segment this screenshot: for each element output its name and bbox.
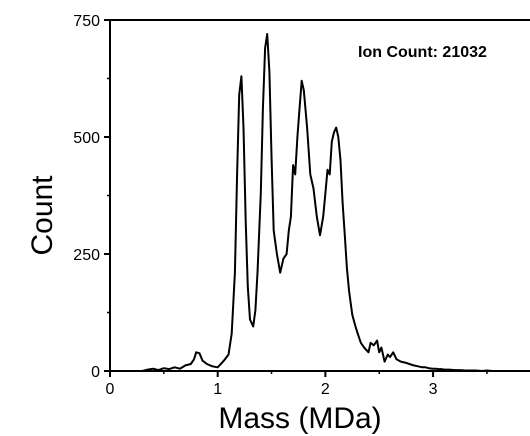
plot-area	[142, 33, 530, 372]
y-axis-title: Count	[26, 175, 59, 256]
y-tick-label: 750	[73, 13, 100, 30]
x-tick-label: 3	[429, 381, 438, 398]
x-tick-label: 1	[213, 381, 222, 398]
y-tick-label: 250	[73, 247, 100, 264]
y-tick-label: 500	[73, 130, 100, 147]
x-ticks: 0 1 2 3	[106, 371, 488, 398]
y-tick-label: 0	[91, 364, 100, 381]
x-tick-label: 2	[321, 381, 330, 398]
x-axis-title: Mass (MDa)	[218, 402, 381, 435]
series-line	[142, 33, 530, 372]
y-ticks: 0 250 500 750	[73, 13, 110, 381]
x-tick-label: 0	[106, 381, 115, 398]
ion-count-annotation: Ion Count: 21032	[358, 44, 487, 61]
